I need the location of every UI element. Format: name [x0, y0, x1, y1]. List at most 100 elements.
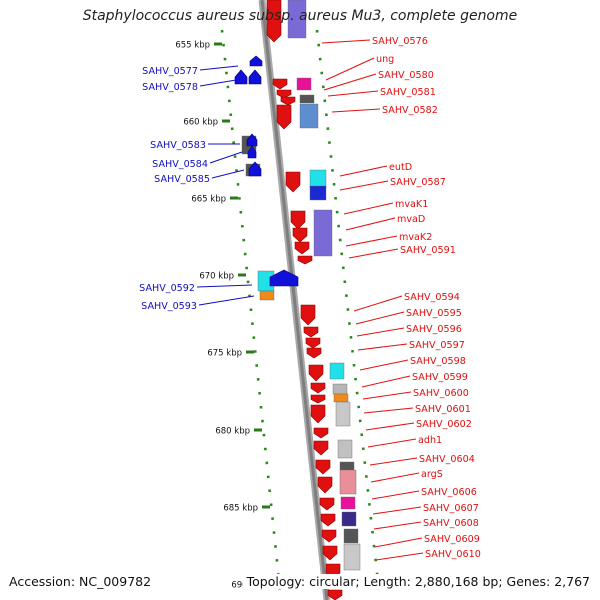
forward-label-leader	[325, 57, 375, 81]
reverse-gene-arrow	[247, 145, 257, 159]
forward-gene-arrow	[317, 476, 333, 494]
tick-label: 675 kbp	[207, 349, 242, 359]
forward-label-leader	[373, 521, 422, 530]
forward-gene-label: mvaD	[397, 214, 425, 225]
forward-label-leader	[374, 537, 423, 548]
tick-label: 670 kbp	[199, 272, 234, 282]
reverse-label-leader	[209, 151, 243, 164]
forward-label-leader	[359, 359, 409, 371]
reverse-gene-label: SAHV_0578	[142, 82, 198, 93]
reverse-label-leader	[199, 79, 237, 87]
forward-gene-arrow	[305, 337, 321, 349]
feature-block	[335, 401, 351, 427]
forward-gene-label: SAHV_0580	[378, 70, 434, 81]
forward-gene-arrow	[294, 241, 310, 255]
forward-gene-label: SAHV_0582	[382, 105, 438, 116]
reverse-gene-label: SAHV_0584	[152, 159, 208, 170]
forward-gene-label: SAHV_0606	[421, 487, 477, 498]
forward-gene-label: SAHV_0600	[413, 388, 469, 399]
forward-label-leader	[355, 311, 405, 325]
feature-block	[299, 94, 315, 104]
topology-text: Topology: circular; Length: 2,880,168 bp…	[242, 574, 590, 589]
forward-label-leader	[372, 506, 422, 515]
scale-ticks: 655 kbp 660 kbp 665 kbp 670 kbp 675 kbp 680 k…	[175, 41, 278, 591]
reverse-genes	[234, 55, 299, 287]
forward-label-leader	[339, 180, 389, 191]
forward-gene-arrow	[300, 304, 316, 326]
reverse-gene-label: SAHV_0593	[141, 301, 197, 312]
forward-gene-arrow	[310, 394, 326, 404]
forward-gene-label: SAHV_0607	[423, 503, 479, 514]
forward-label-leader	[371, 490, 420, 500]
tick-label: 680 kbp	[215, 427, 250, 437]
forward-gene-arrow	[310, 382, 326, 394]
reverse-track-dots	[220, 29, 283, 600]
reverse-gene-label: SAHV_0577	[142, 66, 198, 77]
forward-track-dots	[315, 29, 382, 600]
feature-block	[333, 393, 349, 403]
accession-text: Accession: NC_009782	[9, 574, 152, 589]
forward-gene-label: SAHV_0598	[410, 356, 466, 367]
forward-gene-label: argS	[421, 469, 443, 480]
forward-label-leader	[353, 295, 403, 312]
map-title: Staphylococcus aureus subsp. aureus Mu3,…	[82, 8, 518, 24]
feature-block	[343, 528, 359, 544]
forward-gene-label: SAHV_0594	[404, 292, 460, 303]
forward-gene-arrow	[310, 404, 326, 424]
forward-gene-label: SAHV_0609	[424, 534, 480, 545]
forward-gene-arrow	[306, 347, 322, 359]
forward-label-leader	[339, 165, 388, 177]
forward-gene-label: SAHV_0595	[406, 308, 462, 319]
forward-gene-label: SAHV_0602	[416, 419, 472, 430]
tick-label: 655 kbp	[175, 41, 210, 51]
forward-label-leader	[348, 248, 399, 259]
forward-label-leader	[370, 472, 420, 483]
forward-gene-arrow	[276, 89, 292, 99]
forward-label-leader	[345, 217, 396, 231]
forward-gene-arrow	[313, 440, 329, 456]
reverse-gene-arrow	[249, 55, 263, 67]
forward-gene-arrow	[327, 589, 343, 600]
forward-gene-label: mvaK1	[395, 199, 428, 210]
forward-label-leader	[365, 422, 415, 431]
reverse-gene-label: SAHV_0592	[139, 283, 195, 294]
feature-block	[329, 362, 345, 380]
genome-backbone-core	[260, 0, 329, 600]
forward-gene-arrow	[272, 78, 288, 90]
forward-gene-arrow	[321, 529, 337, 543]
forward-gene-label: eutD	[389, 162, 412, 173]
forward-gene-arrow	[290, 210, 306, 230]
feature-block	[309, 185, 327, 201]
reverse-gene-arrow	[234, 69, 248, 85]
forward-gene-arrow	[319, 497, 335, 511]
feature-block	[341, 511, 357, 527]
forward-gene-arrow	[297, 255, 313, 265]
forward-gene-arrow	[280, 96, 296, 106]
reverse-label-leader	[196, 284, 253, 288]
forward-label-leader	[321, 39, 371, 44]
feature-block	[287, 0, 307, 39]
feature-block	[343, 543, 361, 571]
forward-label-leader	[323, 73, 377, 91]
reverse-gene-label: SAHV_0583	[150, 140, 206, 151]
forward-gene-label: SAHV_0601	[415, 404, 471, 415]
forward-gene-label: SAHV_0591	[400, 245, 456, 256]
forward-genes	[241, 0, 361, 600]
tick-label: 685 kbp	[223, 504, 258, 514]
forward-gene-arrow	[285, 171, 301, 193]
tick-label: 660 kbp	[183, 118, 218, 128]
forward-label-leader	[363, 407, 414, 414]
forward-label-leader	[327, 90, 379, 97]
forward-label-leader	[357, 343, 408, 351]
forward-gene-label: SAHV_0581	[380, 87, 436, 98]
forward-label-leader	[362, 391, 412, 400]
forward-gene-label: SAHV_0576	[372, 36, 428, 47]
forward-gene-label: SAHV_0597	[409, 340, 465, 351]
feature-block	[339, 461, 355, 471]
reverse-gene-arrow	[248, 69, 262, 85]
forward-label-leader	[361, 375, 411, 388]
feature-block	[259, 290, 275, 301]
forward-gene-arrow	[320, 513, 336, 527]
forward-label-leader	[331, 108, 381, 113]
